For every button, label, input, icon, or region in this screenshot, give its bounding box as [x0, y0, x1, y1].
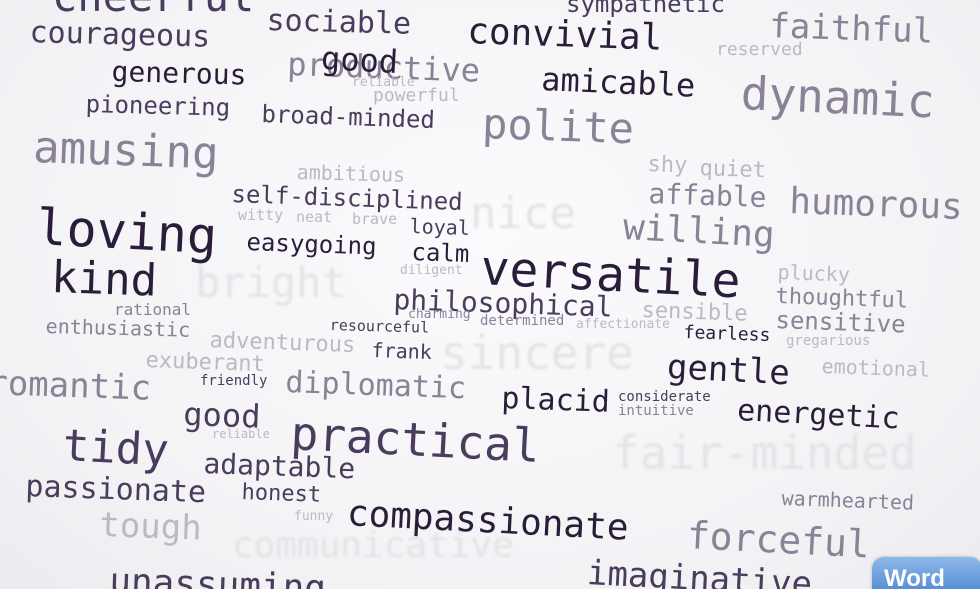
word-determined: determined	[480, 313, 565, 329]
word-energetic: energetic	[736, 393, 901, 437]
word-sincere: sincere	[440, 326, 634, 380]
word-funny: funny	[294, 509, 334, 524]
word-affectionate: affectionate	[576, 317, 670, 332]
word-tough: tough	[98, 505, 203, 549]
word-pioneering: pioneering	[85, 90, 231, 122]
word-shy: shy	[647, 152, 688, 179]
word-gentle: gentle	[666, 347, 791, 394]
word-unassuming: unassuming	[108, 561, 327, 589]
word-logo-badge: Word	[872, 557, 980, 589]
word-sociable: sociable	[266, 3, 412, 42]
word-polite: polite	[481, 99, 635, 154]
word-considerate: considerate	[618, 389, 711, 405]
word-witty: witty	[238, 206, 284, 224]
word-fearless: fearless	[683, 322, 771, 347]
word-charming: charming	[408, 307, 471, 322]
word-reliable-top: reliable	[352, 75, 415, 90]
word-placid: placid	[500, 381, 611, 420]
word-convivial: convivial	[466, 11, 664, 59]
word-cheerful: cheerful	[52, 0, 254, 18]
word-humorous: humorous	[788, 181, 964, 229]
word-warmhearted: warmhearted	[781, 486, 915, 515]
word-affable: affable	[647, 177, 768, 215]
word-broad-minded: broad-minded	[261, 100, 436, 135]
word-reserved: reserved	[716, 39, 803, 60]
word-brave: brave	[352, 210, 398, 228]
word-nice: nice	[470, 188, 576, 239]
word-reliable: reliable	[212, 427, 270, 441]
word-kind: kind	[50, 252, 159, 307]
word-friendly: friendly	[200, 373, 268, 389]
word-dynamic: dynamic	[739, 66, 936, 129]
word-forceful: forceful	[685, 513, 871, 567]
word-fair-minded: fair-minded	[612, 426, 917, 480]
word-neat: neat	[296, 208, 333, 226]
word-courageous: courageous	[29, 15, 211, 55]
word-sympathetic: sympathetic	[566, 0, 725, 18]
word-enthusiastic: enthusiastic	[45, 314, 191, 342]
word-ambitious: ambitious	[296, 160, 406, 187]
word-plucky: plucky	[777, 260, 851, 287]
word-romantic: romantic	[0, 363, 152, 409]
word-amicable: amicable	[540, 60, 697, 105]
word-rational: rational	[114, 300, 192, 319]
word-willing: willing	[622, 207, 776, 256]
word-emotional: emotional	[821, 354, 931, 382]
word-loyal: loyal	[409, 214, 471, 241]
word-bright: bright	[195, 258, 347, 307]
word-frank: frank	[371, 338, 433, 365]
word-logo-text: Word	[884, 565, 945, 589]
word-communicative: communicative	[232, 525, 514, 566]
word-amusing: amusing	[32, 122, 220, 180]
word-powerful: powerful	[373, 85, 460, 106]
word-adaptable: adaptable	[202, 447, 356, 486]
word-diplomatic: diplomatic	[284, 365, 467, 407]
word-diligent: diligent	[400, 263, 463, 278]
word-good-top: good	[320, 39, 400, 81]
word-generous: generous	[111, 55, 247, 92]
word-honest: honest	[241, 480, 322, 508]
word-tidy: tidy	[61, 420, 171, 477]
word-easygoing: easygoing	[246, 228, 378, 261]
word-intuitive: intuitive	[618, 403, 694, 419]
word-gregarious: gregarious	[786, 333, 871, 349]
word-passionate: passionate	[24, 469, 207, 511]
